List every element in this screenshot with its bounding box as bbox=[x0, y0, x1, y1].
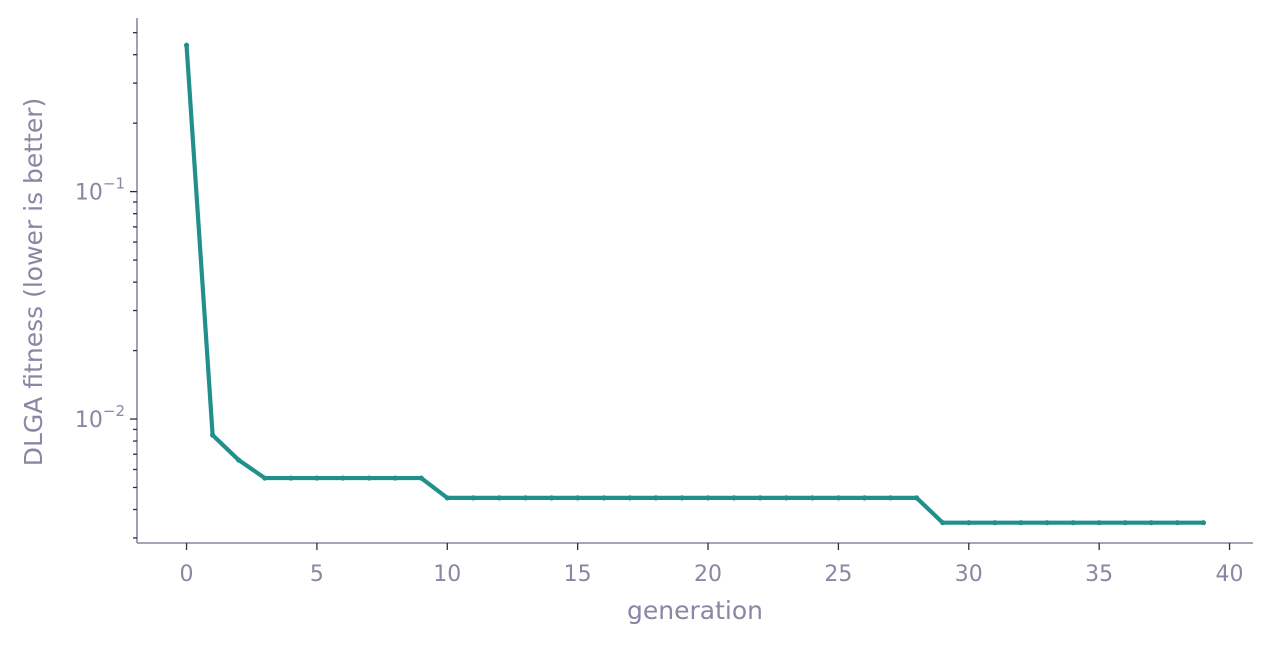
data-point bbox=[548, 495, 555, 501]
y-axis-label: DLGA fitness (lower is better) bbox=[19, 98, 48, 467]
data-point bbox=[392, 475, 398, 481]
data-point bbox=[887, 495, 894, 501]
data-point bbox=[418, 475, 424, 481]
data-point bbox=[992, 520, 998, 526]
data-point bbox=[314, 475, 320, 481]
data-point bbox=[731, 495, 737, 501]
axes bbox=[136, 18, 1253, 544]
y-ticks: 10−1 10−2 bbox=[75, 32, 137, 539]
data-point bbox=[1148, 520, 1154, 526]
x-axis-label: generation bbox=[627, 596, 763, 625]
data-point bbox=[1200, 520, 1207, 526]
data-point bbox=[522, 495, 529, 501]
y-tick-label: 10−1 bbox=[75, 175, 125, 206]
data-point bbox=[1096, 520, 1102, 526]
x-tick-label: 40 bbox=[1216, 562, 1244, 587]
y-tick-label-exponent: −1 bbox=[103, 175, 125, 193]
data-point bbox=[679, 495, 685, 501]
x-tick-label: 15 bbox=[564, 562, 592, 587]
data-point bbox=[627, 495, 633, 501]
data-point bbox=[470, 495, 476, 501]
data-point bbox=[444, 495, 450, 501]
data-point bbox=[809, 495, 815, 501]
data-point bbox=[366, 475, 372, 481]
data-point bbox=[575, 495, 581, 501]
data-point bbox=[835, 495, 842, 501]
data-point bbox=[210, 432, 216, 438]
data-point bbox=[1018, 520, 1024, 526]
x-tick-label: 5 bbox=[310, 562, 324, 587]
data-point bbox=[1122, 520, 1128, 526]
data-point bbox=[914, 495, 920, 501]
data-point bbox=[757, 495, 763, 501]
x-tick-label: 35 bbox=[1085, 562, 1113, 587]
data-point bbox=[1044, 520, 1050, 526]
data-point bbox=[183, 42, 190, 48]
data-point bbox=[653, 495, 659, 501]
x-tick-label: 0 bbox=[180, 562, 194, 587]
data-point bbox=[705, 495, 711, 501]
data-point bbox=[861, 495, 868, 501]
data-point bbox=[783, 495, 789, 501]
data-point bbox=[966, 520, 972, 526]
series-group bbox=[183, 42, 1207, 526]
y-tick-label: 10−2 bbox=[75, 402, 125, 433]
x-tick-label: 20 bbox=[694, 562, 722, 587]
data-point bbox=[1070, 520, 1076, 526]
x-tick-label: 10 bbox=[433, 562, 461, 587]
data-point bbox=[940, 520, 946, 526]
data-point bbox=[236, 457, 242, 463]
data-point bbox=[262, 475, 268, 481]
x-tick-label: 25 bbox=[824, 562, 852, 587]
x-ticks: 0 5 10 15 20 25 30 35 40 bbox=[180, 543, 1244, 587]
y-tick-label-exponent: −2 bbox=[103, 402, 125, 420]
x-tick-label: 30 bbox=[955, 562, 983, 587]
data-point bbox=[288, 475, 294, 481]
data-point bbox=[496, 495, 503, 501]
data-point bbox=[601, 495, 607, 501]
data-point bbox=[1174, 520, 1180, 526]
data-point bbox=[340, 475, 346, 481]
series-line bbox=[184, 43, 1206, 525]
